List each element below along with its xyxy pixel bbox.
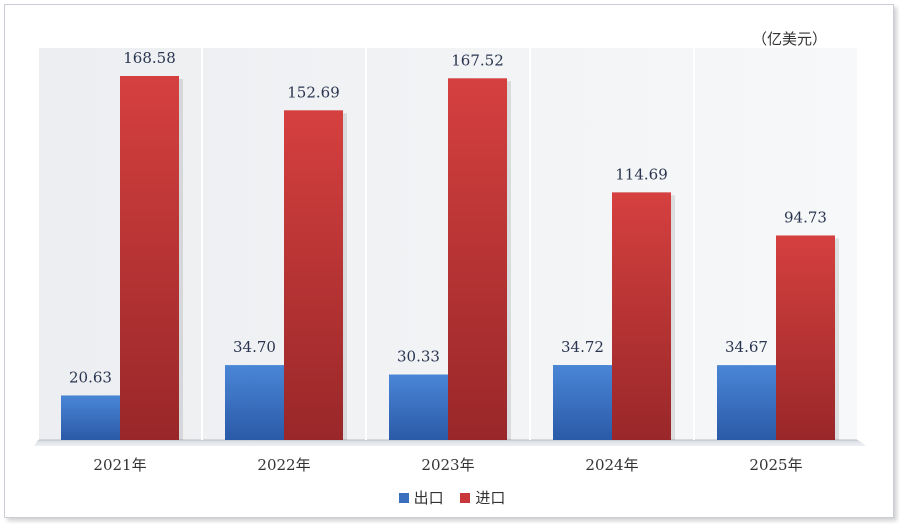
- bar-import: [612, 192, 671, 440]
- plot-floor: [34, 440, 866, 446]
- data-label-export: 30.33: [397, 348, 440, 366]
- data-label-import: 114.69: [615, 165, 668, 183]
- bar-import: [776, 235, 835, 440]
- bar-import: [284, 110, 343, 441]
- bar-import: [120, 76, 179, 440]
- unit-label: （亿美元）: [752, 30, 828, 48]
- bars-layer: [61, 76, 839, 441]
- legend-label-export: 出口: [413, 489, 444, 507]
- legend-label-import: 进口: [475, 489, 506, 507]
- bar-export: [61, 395, 120, 440]
- bar-export: [717, 365, 776, 440]
- data-label-import: 168.58: [123, 49, 176, 67]
- x-tick-label: 2022年: [257, 456, 310, 474]
- x-tick-label: 2025年: [749, 456, 802, 474]
- data-label-import: 152.69: [287, 83, 340, 101]
- bar-import: [448, 78, 507, 441]
- x-tick-label: 2021年: [93, 456, 146, 474]
- labels-layer: 20.63 168.58 2021年 34.70 152.69 2022年 30.33 167…: [69, 49, 827, 474]
- legend-swatch-export: [398, 493, 409, 503]
- data-label-export: 34.67: [725, 338, 768, 356]
- x-tick-label: 2024年: [585, 456, 638, 474]
- legend: 出口 进口: [0, 487, 904, 508]
- data-label-import: 94.73: [784, 208, 827, 226]
- bar-export: [225, 365, 284, 440]
- bar-export: [389, 374, 448, 440]
- x-tick-label: 2023年: [421, 456, 474, 474]
- data-label-export: 34.72: [561, 338, 604, 356]
- bar-export: [553, 365, 612, 440]
- legend-swatch-import: [460, 493, 471, 503]
- data-label-export: 34.70: [233, 338, 276, 356]
- legend-item-import: 进口: [460, 487, 505, 508]
- legend-item-export: 出口: [398, 487, 444, 508]
- data-label-export: 20.63: [69, 368, 112, 386]
- data-label-import: 167.52: [451, 51, 504, 69]
